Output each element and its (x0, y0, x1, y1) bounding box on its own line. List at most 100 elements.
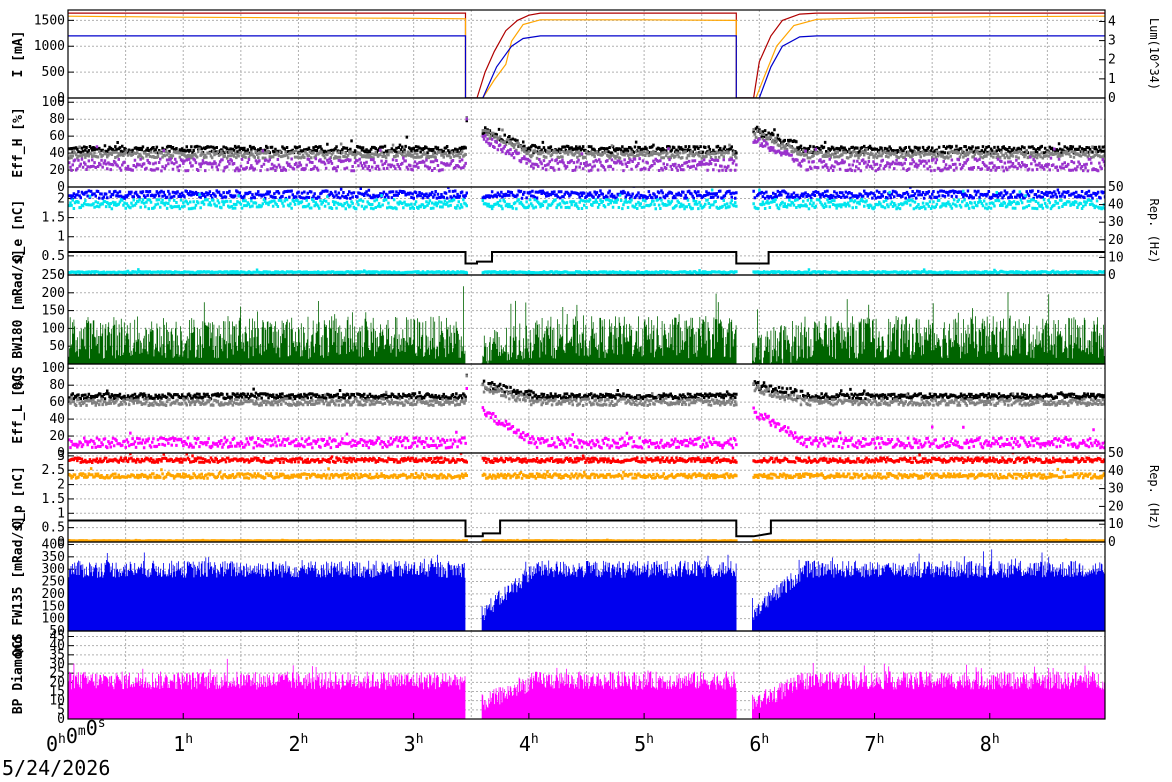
y-tick-label: 400 (42, 537, 65, 552)
series-line (68, 35, 1105, 98)
panel-qcs_bw: 50 100 150 200 250 QCS BW180 [mRad/s] (11, 249, 1106, 390)
y-tick-label: 20 (49, 675, 65, 690)
y-tick-label: 500 (42, 65, 65, 80)
y-tick-label: 1 (57, 506, 65, 521)
y-tick-label: 150 (42, 599, 65, 614)
y-tick-label: 15 (49, 685, 65, 700)
right-tick-label: 20 (1108, 233, 1124, 248)
y-tick-label: 1 (57, 230, 65, 245)
right-tick-label: 0 (1108, 535, 1116, 550)
x-tick-label: 1h (173, 732, 193, 756)
y-tick-label: 0.5 (42, 249, 65, 264)
y-tick-label: 80 (49, 378, 65, 393)
right-axis-label: Rep. (Hz) (1147, 465, 1161, 530)
right-axis-label: Rep. (Hz) (1147, 198, 1161, 263)
right-tick-label: 40 (1108, 198, 1124, 213)
y-tick-label: 30 (49, 657, 65, 672)
series-group (68, 116, 1105, 173)
y-tick-label: 80 (49, 112, 65, 127)
right-axis-label: Lum(10^34) (1147, 18, 1161, 90)
panel-effL: 0 20 40 60 80 100 Eff_L [%] (11, 361, 1106, 461)
y-axis-label: QCS FW135 [mRad/s] (11, 516, 26, 657)
y-tick-label: 40 (49, 639, 65, 654)
y-tick-label: 60 (49, 129, 65, 144)
y-tick-label: 350 (42, 550, 65, 565)
panel-qe: 0 0.5 1 1.5 2 Q_e [nC] 0 10 20 30 40 50 Rep. (Hz) (11, 180, 1161, 283)
y-tick-label: 40 (49, 146, 65, 161)
right-tick-label: 40 (1108, 464, 1124, 479)
y-tick-label: 2.5 (42, 463, 65, 478)
plot-date: 5/24/2026 (2, 756, 111, 780)
y-tick-label: 25 (49, 666, 65, 681)
right-tick-label: 20 (1108, 499, 1124, 514)
series-group (68, 658, 1105, 719)
y-tick-label: 45 (49, 630, 65, 645)
y-tick-label: 1500 (34, 13, 65, 28)
panel-frame (67, 630, 1106, 720)
series-line (68, 251, 1105, 265)
y-tick-label: 200 (42, 587, 65, 602)
y-axis-label: BP Diamond (11, 636, 26, 714)
series-scatter (68, 467, 1105, 480)
y-tick-label: 5 (57, 703, 65, 718)
series-group (68, 373, 1105, 450)
y-tick-label: 1.5 (42, 211, 65, 226)
y-tick-label: 40 (49, 412, 65, 427)
y-tick-label: 2 (57, 478, 65, 493)
panel-current: 0 500 1000 1500 I [mA] 0 1 2 3 4 Lum(10^34) (11, 9, 1161, 106)
series-hist (68, 658, 1105, 719)
y-tick-label: 35 (49, 648, 65, 663)
y-axis-label: QCS BW180 [mRad/s] (11, 249, 26, 390)
series-group (68, 453, 1105, 542)
y-axis-label: Q_p [nC] (11, 466, 26, 529)
y-tick-label: 300 (42, 562, 65, 577)
y-tick-label: 0 (57, 91, 65, 106)
series-group (68, 286, 1105, 364)
series-hist (68, 286, 1105, 364)
y-tick-label: 100 (42, 321, 65, 336)
y-tick-label: 1000 (34, 39, 65, 54)
y-tick-label: 100 (42, 361, 65, 376)
y-tick-label: 1.5 (42, 492, 65, 507)
series-scatter (68, 187, 1105, 200)
series-scatter (68, 268, 1105, 275)
y-axis-label: I [mA] (11, 31, 26, 78)
series-group (68, 12, 1105, 98)
series-scatter (68, 453, 1105, 464)
y-tick-label: 250 (42, 575, 65, 590)
series-line (68, 15, 1105, 98)
y-tick-label: 2 (57, 191, 65, 206)
y-tick-label: 60 (49, 395, 65, 410)
series-scatter (68, 188, 1105, 211)
x-tick-label: 0h0m0s (46, 716, 106, 756)
y-tick-label: 3 (57, 449, 65, 464)
right-tick-label: 1 (1108, 72, 1116, 87)
y-tick-label: 0 (57, 180, 65, 195)
y-tick-label: 0 (57, 712, 65, 727)
right-tick-label: 2 (1108, 53, 1116, 68)
series-line (68, 12, 1105, 98)
y-tick-label: 20 (49, 429, 65, 444)
x-tick-label: 5h (634, 732, 654, 756)
y-tick-label: 10 (49, 694, 65, 709)
y-axis-label: Q_e [nC] (11, 200, 26, 263)
series-scatter (68, 373, 1105, 401)
x-tick-label: 4h (519, 732, 539, 756)
series-scatter (68, 387, 1105, 450)
series-scatter (68, 117, 1105, 173)
y-tick-label: 100 (42, 95, 65, 110)
right-tick-label: 10 (1108, 517, 1124, 532)
y-tick-label: 50 (49, 339, 65, 354)
x-tick-label: 2h (288, 732, 308, 756)
series-scatter (68, 374, 1105, 407)
right-tick-label: 0 (1108, 91, 1116, 106)
series-group (68, 549, 1105, 631)
y-axis-label: Eff_L [%] (11, 373, 26, 443)
series-hist (68, 549, 1105, 631)
panel-effH: 0 20 40 60 80 100 Eff_H [%] (11, 95, 1106, 195)
right-tick-label: 0 (1108, 268, 1116, 283)
y-axis-label: Eff_H [%] (11, 107, 26, 177)
